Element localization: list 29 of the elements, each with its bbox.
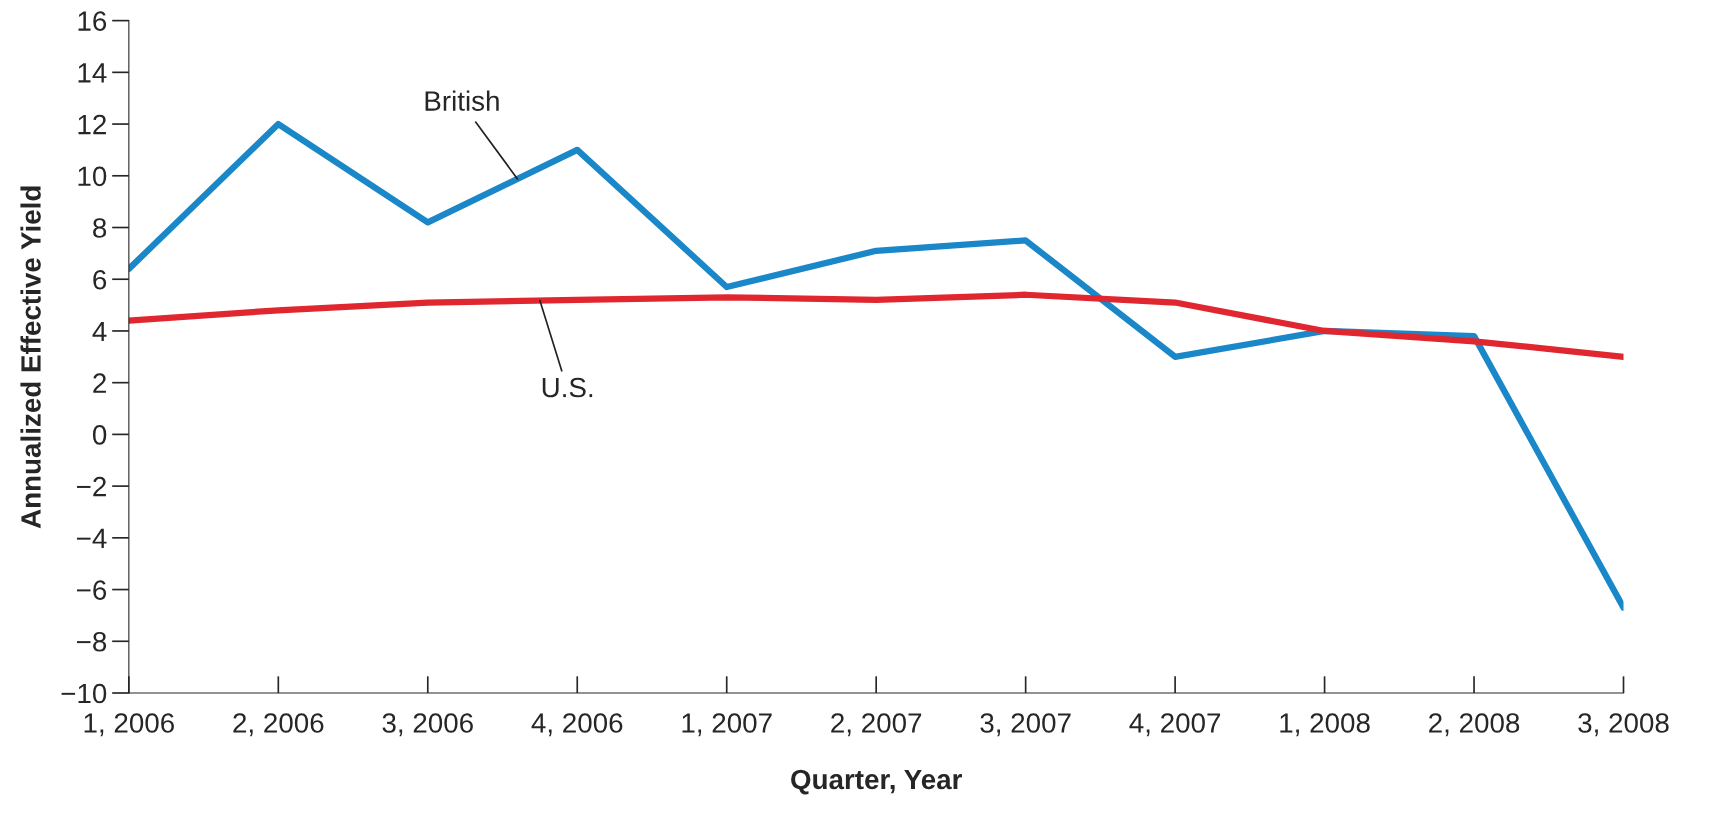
x-tick-label: 1, 2006 (84, 713, 174, 737)
y-tick-label: −10 (61, 683, 107, 704)
x-tick-label: 1, 2007 (682, 713, 772, 737)
x-tick-label: 2, 2006 (233, 713, 324, 737)
y-tick-label: −6 (77, 580, 107, 600)
y-tick-label: −2 (77, 476, 106, 497)
y-tick-label: 14 (78, 63, 107, 83)
y-axis-title: Annualized Effective Yield (20, 186, 41, 529)
x-tick-label: 3, 2008 (1578, 713, 1669, 737)
y-tick-label: −4 (77, 528, 107, 548)
y-tick-label: 2 (93, 373, 106, 393)
y-tick-label: 16 (78, 11, 107, 31)
y-tick-label: −8 (77, 631, 107, 652)
x-tick-label: 3, 2007 (980, 713, 1071, 737)
x-tick-label: 1, 2008 (1280, 713, 1370, 737)
y-tick-label: 8 (93, 218, 107, 238)
y-tick-label: 10 (78, 166, 107, 187)
text: U.S. (542, 377, 593, 398)
x-tick-label: 3, 2006 (382, 713, 473, 737)
x-axis-title: Quarter, Year (791, 769, 962, 795)
y-tick-label: 4 (92, 321, 107, 342)
x-tick-label: 4, 2007 (1129, 713, 1221, 737)
y-tick-label: 6 (93, 269, 107, 290)
x-tick-label: 4, 2006 (531, 713, 623, 737)
x-tick-label: 2, 2007 (831, 713, 922, 737)
text: British (425, 90, 499, 111)
y-tick-label: 12 (78, 114, 106, 135)
y-tick-label: 0 (92, 425, 107, 445)
x-tick-label: 2, 2008 (1429, 713, 1520, 737)
